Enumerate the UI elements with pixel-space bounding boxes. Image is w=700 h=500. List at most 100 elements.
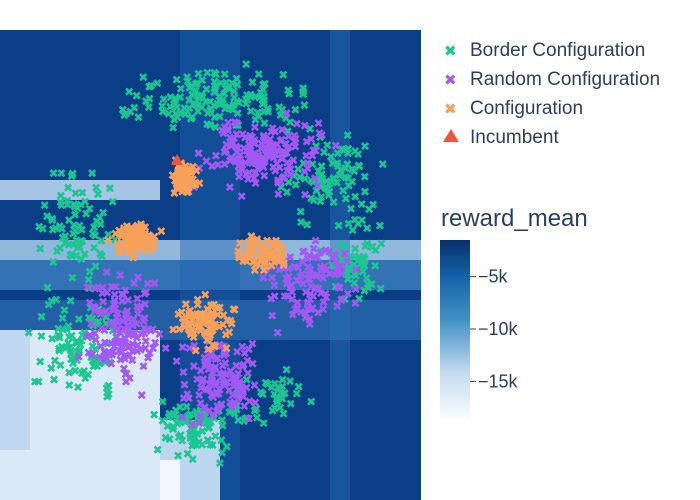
random-point: ✖ bbox=[337, 267, 347, 281]
configuration-point: ✖ bbox=[183, 182, 193, 196]
random-point: ✖ bbox=[316, 260, 326, 274]
border-point: ✖ bbox=[241, 412, 251, 426]
random-point: ✖ bbox=[237, 360, 247, 374]
random-point: ✖ bbox=[333, 280, 343, 294]
border-point: ✖ bbox=[197, 88, 207, 102]
legend[interactable]: ✖ Border Configuration ✖ Random Configur… bbox=[443, 40, 660, 148]
configuration-point: ✖ bbox=[259, 250, 269, 264]
reward-heatmap bbox=[0, 30, 421, 500]
border-point: ✖ bbox=[35, 355, 45, 369]
random-point: ✖ bbox=[254, 153, 264, 167]
configuration-point: ✖ bbox=[184, 307, 194, 321]
random-point: ✖ bbox=[250, 166, 260, 180]
heatmap-band bbox=[330, 30, 350, 500]
random-point: ✖ bbox=[270, 164, 280, 178]
random-point: ✖ bbox=[221, 143, 231, 157]
border-point: ✖ bbox=[232, 399, 242, 413]
random-point: ✖ bbox=[106, 357, 116, 371]
legend-item-configuration[interactable]: ✖ Configuration bbox=[444, 98, 583, 119]
border-point: ✖ bbox=[340, 241, 350, 255]
random-point: ✖ bbox=[297, 255, 307, 269]
configuration-point: ✖ bbox=[127, 230, 137, 244]
legend-item-border[interactable]: ✖ Border Configuration bbox=[444, 40, 645, 61]
configuration-point: ✖ bbox=[149, 241, 159, 255]
configuration-point: ✖ bbox=[120, 237, 130, 251]
random-point: ✖ bbox=[249, 379, 259, 393]
configuration-point: ✖ bbox=[200, 288, 210, 302]
random-point: ✖ bbox=[281, 137, 291, 151]
configuration-point: ✖ bbox=[126, 222, 136, 236]
configuration-point: ✖ bbox=[269, 256, 279, 270]
random-point: ✖ bbox=[332, 300, 342, 314]
configuration-point: ✖ bbox=[192, 307, 202, 321]
border-point: ✖ bbox=[332, 256, 342, 270]
random-point: ✖ bbox=[278, 146, 288, 160]
random-point: ✖ bbox=[202, 358, 212, 372]
random-point: ✖ bbox=[207, 389, 217, 403]
border-point: ✖ bbox=[89, 354, 99, 368]
legend-item-random[interactable]: ✖ Random Configuration bbox=[444, 69, 660, 90]
configuration-point: ✖ bbox=[156, 224, 166, 238]
border-point: ✖ bbox=[343, 273, 353, 287]
border-point: ✖ bbox=[322, 183, 332, 197]
configuration-point: ✖ bbox=[137, 235, 147, 249]
random-point: ✖ bbox=[212, 378, 222, 392]
configuration-point: ✖ bbox=[182, 163, 192, 177]
random-point: ✖ bbox=[284, 159, 294, 173]
border-point: ✖ bbox=[67, 248, 77, 262]
border-point: ✖ bbox=[210, 67, 220, 81]
random-point: ✖ bbox=[196, 381, 206, 395]
border-point: ✖ bbox=[129, 101, 139, 115]
random-point: ✖ bbox=[207, 374, 217, 388]
border-point: ✖ bbox=[197, 438, 207, 452]
border-point: ✖ bbox=[185, 431, 195, 445]
border-point: ✖ bbox=[69, 219, 79, 233]
configuration-point: ✖ bbox=[244, 236, 254, 250]
border-point: ✖ bbox=[217, 94, 227, 108]
border-point: ✖ bbox=[363, 278, 373, 292]
border-point: ✖ bbox=[144, 101, 154, 115]
random-point: ✖ bbox=[285, 251, 295, 265]
random-point: ✖ bbox=[247, 152, 257, 166]
configuration-point: ✖ bbox=[267, 243, 277, 257]
border-point: ✖ bbox=[74, 313, 84, 327]
configuration-point: ✖ bbox=[250, 263, 260, 277]
random-point: ✖ bbox=[207, 160, 217, 174]
configuration-point: ✖ bbox=[136, 243, 146, 257]
configuration-point: ✖ bbox=[229, 303, 239, 317]
legend-item-incumbent[interactable]: Incumbent bbox=[443, 127, 559, 148]
random-point: ✖ bbox=[316, 286, 326, 300]
border-point: ✖ bbox=[226, 102, 236, 116]
border-point: ✖ bbox=[316, 177, 326, 191]
random-point: ✖ bbox=[116, 346, 126, 360]
configuration-point: ✖ bbox=[125, 235, 135, 249]
random-point: ✖ bbox=[223, 124, 233, 138]
border-point: ✖ bbox=[202, 117, 212, 131]
border-point: ✖ bbox=[311, 184, 321, 198]
random-point: ✖ bbox=[238, 383, 248, 397]
border-point: ✖ bbox=[343, 263, 353, 277]
border-point: ✖ bbox=[58, 323, 68, 337]
border-point: ✖ bbox=[273, 381, 283, 395]
heatmap-region bbox=[0, 330, 30, 450]
random-point: ✖ bbox=[200, 358, 210, 372]
random-point: ✖ bbox=[185, 342, 195, 356]
random-point: ✖ bbox=[303, 156, 313, 170]
border-point: ✖ bbox=[218, 419, 228, 433]
border-point: ✖ bbox=[44, 298, 54, 312]
configuration-point: ✖ bbox=[279, 257, 289, 271]
border-point: ✖ bbox=[344, 179, 354, 193]
border-point: ✖ bbox=[359, 258, 369, 272]
border-point: ✖ bbox=[59, 304, 69, 318]
random-point: ✖ bbox=[318, 272, 328, 286]
border-point: ✖ bbox=[197, 424, 207, 438]
configuration-point: ✖ bbox=[204, 308, 214, 322]
configuration-point: ✖ bbox=[186, 166, 196, 180]
border-point: ✖ bbox=[186, 407, 196, 421]
border-point: ✖ bbox=[200, 406, 210, 420]
random-point: ✖ bbox=[231, 359, 241, 373]
random-point: ✖ bbox=[230, 116, 240, 130]
configuration-point: ✖ bbox=[187, 317, 197, 331]
border-point: ✖ bbox=[173, 410, 183, 424]
border-point: ✖ bbox=[157, 414, 167, 428]
